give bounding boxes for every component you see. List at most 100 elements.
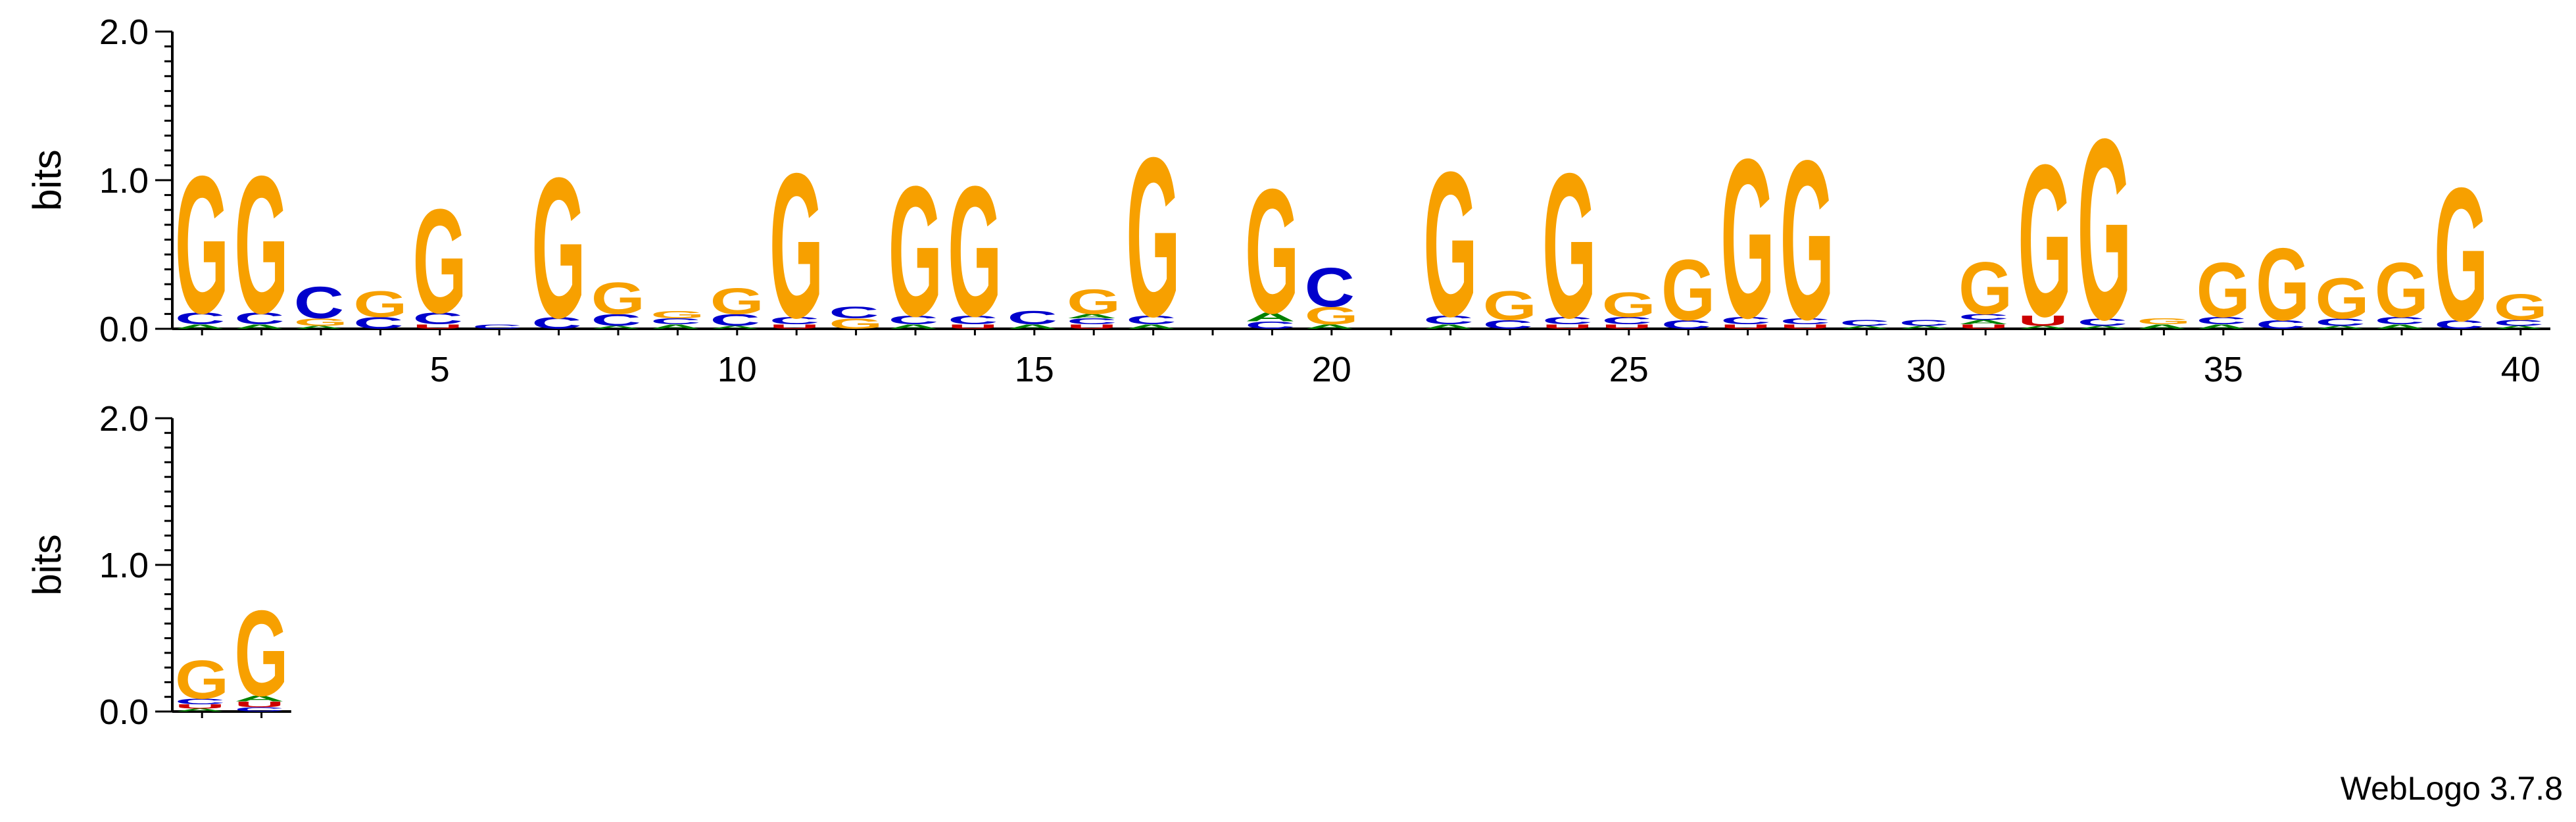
logo-letter-a: A [1008,323,1057,330]
logo-letter-u: U [1602,323,1652,330]
logo-letter-c: C [2197,315,2247,326]
logo-letter-a: A [710,325,760,329]
logo-letter-a: A [591,325,641,329]
logo-letter-g: G [353,283,407,325]
y-tick-label: 2.0 [99,12,149,52]
logo-letter-c: C [353,314,403,332]
logo-letter-a: A [1126,323,1176,330]
logo-letter-a: A [1958,319,2008,326]
logo-letter-c: C [531,314,581,332]
logo-letter-u: U [1958,323,2008,330]
logo-letter-c: C [1661,318,1711,331]
logo-letter-c: C [2494,318,2544,327]
x-tick-label: 20 [1312,350,1351,389]
logo-letter-g: G [650,309,704,320]
logo-letter-a: A [1899,325,1949,329]
logo-letter-c: C [591,311,641,329]
logo-letter-g: G [1542,130,1596,361]
logo-letter-c: C [1780,317,1830,326]
weblogo-credit: WebLogo 3.7.8 [2340,770,2563,807]
logo-letter-c: C [1839,318,1889,327]
logo-letter-g: G [2434,149,2488,361]
logo-letter-u: U [948,323,998,330]
logo-letter-a: A [1423,323,1473,330]
logo-letter-g: G [2078,85,2131,373]
logo-letter-u: U [2018,313,2068,329]
logo-letter-g: G [1067,282,1121,322]
logo-letter-g: G [710,280,764,322]
logo-letter-g: G [2018,119,2072,362]
logo-letter-a: A [175,708,225,712]
logo-letter-c: C [769,315,819,326]
logo-letter-a: A [2197,323,2247,330]
logo-letter-g: G [1126,111,1180,364]
logo-letter-a: A [2078,325,2127,329]
y-axis-label: bits [25,534,69,595]
logo-letter-g: G [1720,112,1774,366]
logo-letter-u: U [1720,323,1770,330]
logo-letter-c: C [1126,313,1176,327]
x-tick-label: 10 [717,350,757,389]
logo-letter-a: A [2375,323,2425,330]
logo-letter-g: G [2494,286,2548,327]
logo-letter-c: C [175,310,225,328]
y-tick-label: 2.0 [99,399,149,439]
logo-letter-g: G [2197,246,2250,333]
logo-letter-c: C [948,313,998,327]
logo-letter-g: G [234,135,288,354]
logo-letter-g: G [1245,153,1299,351]
logo-letter-g: G [234,585,288,722]
logo-letter-a: A [650,323,700,330]
y-tick-label: 0.0 [99,310,149,349]
logo-letter-c: C [234,706,284,713]
logo-letter-a: A [294,325,344,329]
logo-letter-a: A [1839,325,1889,329]
logo-letter-c: C [710,311,760,329]
logo-letter-g: G [294,317,348,328]
logo-letter-g: G [829,316,883,331]
logo-letter-c: C [472,323,522,330]
logo-letter-g: G [413,178,467,344]
logo-letter-a: A [234,694,284,703]
logo-letter-c: C [234,310,284,328]
x-tick-label: 40 [2501,350,2540,389]
logo-letter-g: G [888,148,942,355]
logo-letter-c: C [2078,317,2127,328]
x-tick-label: 30 [1907,350,1946,389]
logo-letter-g: G [1602,285,1656,324]
logo-letter-c: C [2375,315,2425,326]
logo-letter-g: G [2375,246,2429,333]
x-tick-label: 35 [2204,350,2243,389]
logo-letter-c: C [294,278,344,328]
logo-letter-c: C [829,304,879,322]
logo-letter-g: G [1423,129,1477,360]
logo-letter-g: G [175,135,229,354]
logo-letter-u: U [413,323,463,330]
logo-letter-a: A [888,323,938,330]
logo-letter-a: A [2315,325,2365,329]
logo-letter-g: G [1958,247,2012,330]
x-tick-label: 5 [430,350,450,389]
logo-letter-c: C [1245,320,1295,331]
logo-letter-c: C [2434,318,2484,331]
logo-letter-c: C [1008,308,1057,328]
logo-letter-g: G [591,273,645,324]
logo-letter-a: A [2137,323,2187,330]
x-tick-label: 15 [1015,350,1054,389]
logo-letter-c: C [1067,317,1117,326]
logo-letter-u: U [175,703,225,710]
logo-letter-u: U [769,323,819,330]
logo-letter-g: G [2315,266,2369,331]
logo-letter-a: A [2494,325,2544,329]
y-tick-label: 0.0 [99,692,149,732]
logo-letter-c: C [1899,318,1949,327]
logo-letter-c: C [650,317,700,326]
logo-letter-a: A [1305,323,1355,330]
logo-letter-c: C [1483,318,1533,331]
logo-letter-a: A [234,323,284,330]
logo-letter-a: A [175,323,225,330]
logo-letter-g: G [769,130,823,361]
logo-letter-g: G [1483,283,1537,329]
